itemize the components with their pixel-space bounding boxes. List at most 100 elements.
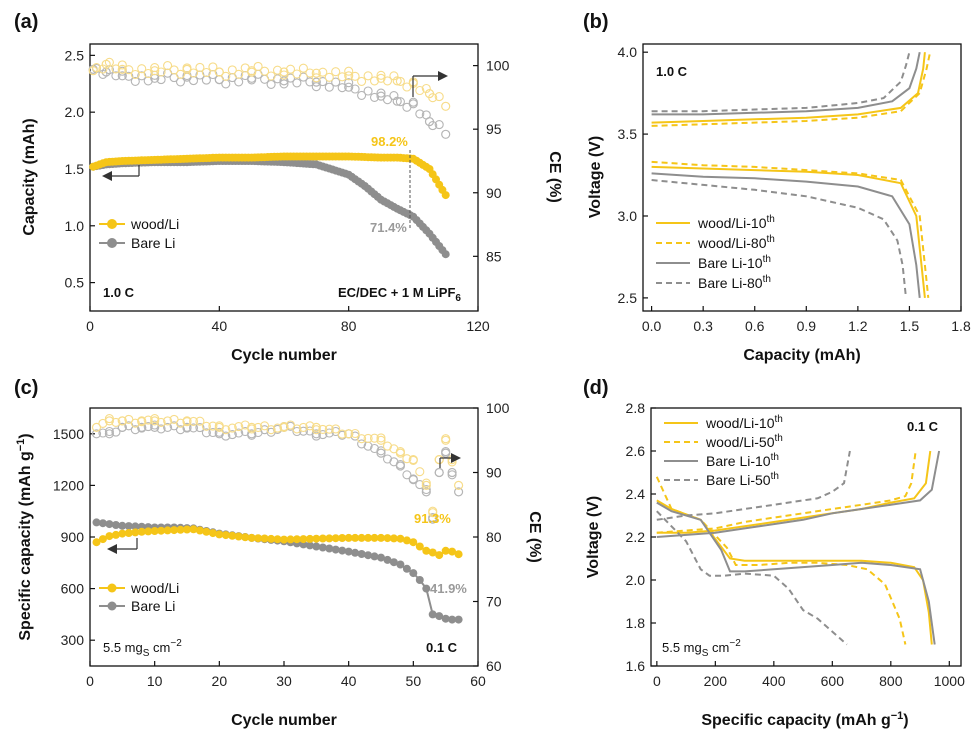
curve-charge-wood-li-80th [651, 51, 932, 127]
x-tick-label-c: 10 [147, 673, 163, 689]
bare-ce-point [369, 443, 380, 454]
bare-ce-point [298, 426, 308, 436]
legend-c: wood/Li Bare Li [99, 580, 179, 614]
wood-ce-point [150, 63, 160, 73]
y-tick-label-d: 2.4 [626, 486, 646, 502]
bare-ce-point [156, 424, 166, 434]
wood-capacity-point [292, 535, 301, 544]
bare-ce-point [188, 423, 199, 433]
bare-ce-point [369, 92, 380, 102]
x-tick-label-d: 1000 [934, 673, 965, 689]
wood-capacity-point [163, 526, 172, 535]
wood-capacity-point [318, 534, 327, 543]
y-tick-label-b: 4.0 [618, 44, 638, 60]
wood-ce-point [318, 424, 328, 434]
loading-annotation-d: 5.5 mgS cm−2 [662, 638, 741, 659]
bare-ce-point [91, 429, 102, 439]
bare-capacity-point [92, 518, 101, 527]
wood-capacity-point [144, 527, 153, 536]
bare-ce-point [311, 431, 321, 441]
legend-c-wood-label: wood/Li [130, 580, 179, 596]
x-tick-label-b: 1.5 [900, 318, 920, 334]
wood-ce-point [376, 433, 386, 443]
wood-ce-point [408, 455, 418, 465]
wood-ce-point [188, 68, 199, 78]
wood-ce-point [305, 68, 315, 78]
legend-b-label: wood/Li-10th [697, 214, 775, 231]
bare-ce-point [395, 459, 405, 470]
wood-ce-point [137, 417, 147, 427]
x-axis-title-b: Capacity (mAh) [743, 347, 860, 364]
bare-ce-point [395, 97, 405, 107]
wood-ce-point [130, 69, 140, 80]
curve-charge-wood-li-10th [651, 52, 926, 124]
y2-tick-label-a: 95 [486, 121, 502, 137]
wood-retention-a: 98.2% [371, 134, 408, 149]
wood-capacity-point [286, 535, 295, 544]
wood-capacity-point [176, 525, 185, 534]
wood-ce-point [266, 425, 276, 435]
legend-c-bare-marker [107, 601, 117, 611]
y-ticks-b: 2.5 3.0 3.5 4.0 [618, 44, 648, 306]
y-axis-title-c-main: Specific capacity (mAh g [17, 451, 34, 640]
wood-capacity-point [422, 546, 431, 555]
wood-ce-point [344, 71, 354, 81]
wood-ce-point [369, 433, 380, 443]
y-tick-label-a: 1.5 [65, 161, 85, 177]
bare-capacity-point [435, 612, 444, 621]
bare-capacity-point [312, 542, 321, 551]
x-axis-title-d: Specific capacity (mAh g−1) [701, 710, 908, 729]
wood-ce-point [98, 64, 108, 74]
wood-capacity-point [234, 532, 243, 541]
bare-ce-point [221, 79, 231, 89]
bare-ce-point [234, 428, 244, 438]
wood-ce-point [279, 70, 289, 80]
wood-ce-point [214, 67, 224, 77]
y-tick-label-c: 600 [61, 581, 85, 597]
bare-ce-point [117, 422, 127, 432]
y2-ticks-c: 60 70 80 90 100 [473, 400, 510, 674]
y2-tick-label-c: 100 [486, 400, 510, 416]
bare-capacity-point [409, 569, 418, 578]
wood-ce-point [208, 62, 218, 72]
arrow-capacity-a [102, 165, 140, 181]
bare-ce-point [402, 102, 412, 112]
bare-retention-a: 71.4% [370, 220, 407, 235]
x-axis-title-a: Cycle number [231, 347, 337, 364]
wood-ce-point [214, 421, 224, 431]
wood-ce-point [421, 83, 431, 94]
y-tick-label-d: 2.2 [626, 529, 646, 545]
wood-capacity-point [183, 525, 191, 534]
wood-capacity-point [402, 536, 411, 545]
bare-ce-point [208, 427, 218, 438]
bare-capacity-point [338, 546, 347, 555]
wood-ce-point [376, 435, 386, 445]
x-tick-label-a: 120 [466, 318, 490, 334]
bare-capacity-point [357, 550, 366, 558]
bare-ce-point [350, 84, 360, 94]
wood-ce-point [357, 434, 367, 444]
wood-capacity-point [325, 534, 334, 543]
plot-frame-d [650, 407, 962, 667]
marks-a [88, 57, 451, 259]
bare-ce-point [376, 88, 386, 98]
wood-ce-point [376, 70, 386, 80]
y-axis-title-c-sup: −1 [15, 439, 27, 452]
bare-ce-point [104, 429, 115, 439]
bare-ce-point [402, 470, 412, 480]
wood-capacity-point [338, 534, 347, 542]
wood-ce-point [382, 441, 393, 451]
bare-capacity-point [428, 610, 437, 619]
bare-ce-point [344, 78, 354, 88]
wood-ce-point [143, 68, 153, 79]
bare-ce-point [441, 447, 451, 457]
bare-capacity-point [383, 555, 392, 564]
x-tick-label-c: 0 [86, 673, 94, 689]
bare-ce-point [318, 430, 328, 440]
bare-ce-point [376, 446, 386, 456]
x-tick-label-d: 800 [879, 673, 903, 689]
bare-ce-point [124, 71, 134, 81]
y2-tick-label-c: 60 [486, 658, 502, 674]
x-tick-label-b: 0.9 [797, 318, 817, 334]
wood-ce-point [305, 421, 315, 431]
